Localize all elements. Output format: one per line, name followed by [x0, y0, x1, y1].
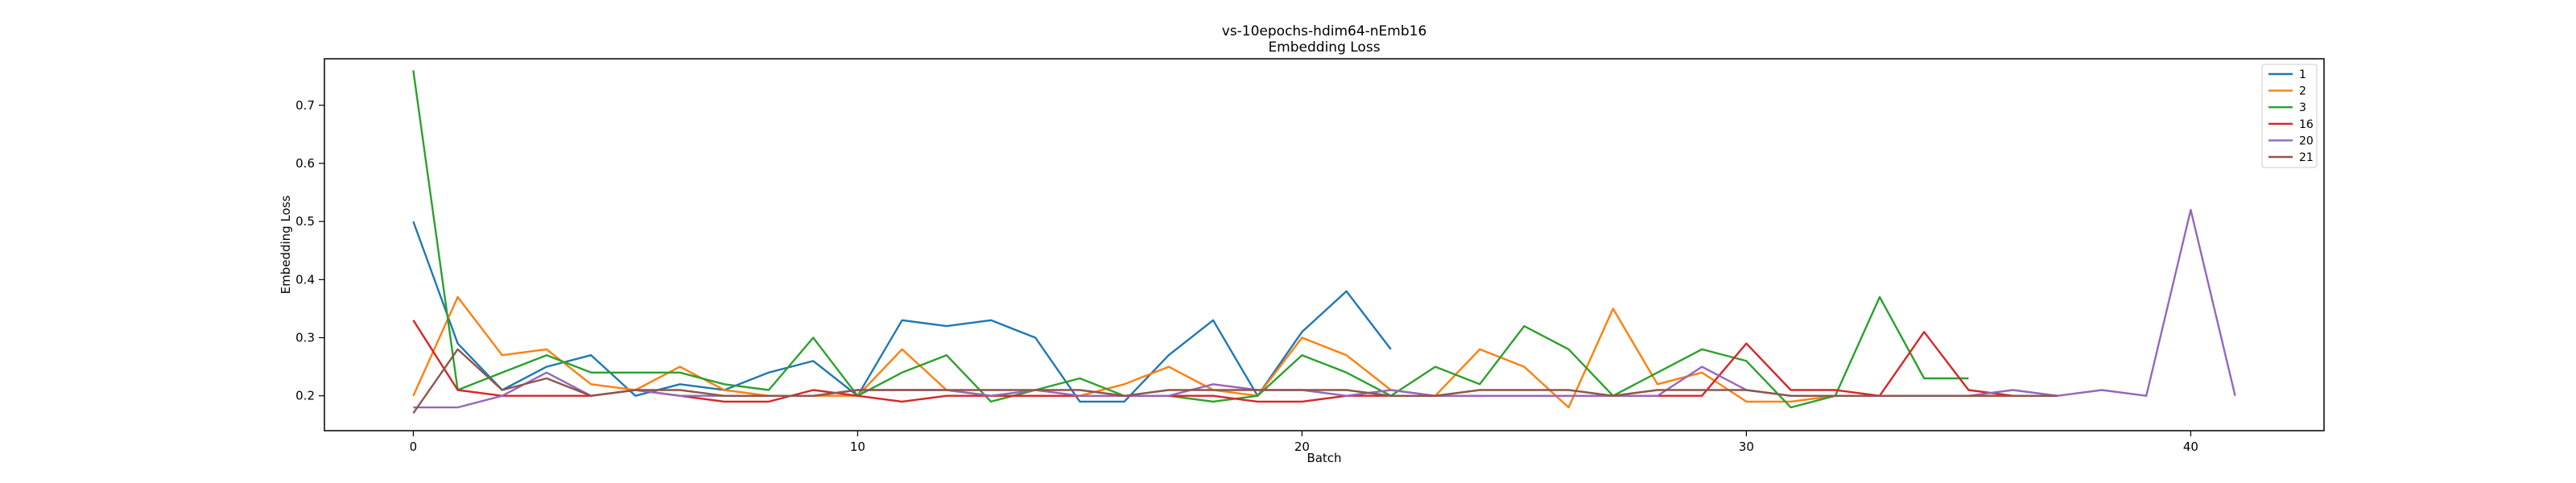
y-tick-label: 0.7	[295, 98, 315, 113]
plot-frame	[324, 58, 2325, 431]
series-line-21	[412, 348, 2058, 414]
x-axis-label: Batch	[1307, 451, 1341, 465]
legend-entries: 1 2 3 16 20 21	[2268, 68, 2314, 164]
x-tick-label: 20	[1294, 440, 1310, 454]
y-tick-label: 0.5	[295, 214, 315, 229]
series-lines	[412, 70, 2236, 414]
x-tick-label: 30	[1739, 440, 1754, 454]
y-tick-label: 0.2	[295, 389, 315, 403]
x-axis: 0 10 20 30 40	[410, 431, 2198, 454]
chart-title: vs-10epochs-hdim64-nEmb16	[1222, 23, 1427, 39]
series-line-3	[412, 70, 1969, 409]
chart-subtitle: Embedding Loss	[1268, 39, 1380, 56]
series-line-2	[412, 295, 2058, 409]
series-line-1	[412, 221, 1392, 403]
legend-label-21: 21	[2299, 151, 2314, 164]
legend-label-16: 16	[2299, 118, 2314, 131]
y-tick-label: 0.6	[295, 156, 315, 171]
x-tick-label: 40	[2183, 440, 2198, 454]
x-tick-label: 10	[850, 440, 865, 454]
y-tick-label: 0.4	[295, 272, 315, 287]
legend-label-3: 3	[2299, 101, 2306, 114]
y-axis-label: Embedding Loss	[279, 195, 293, 294]
legend-label-1: 1	[2299, 68, 2306, 81]
y-tick-label: 0.3	[295, 331, 315, 345]
legend-label-2: 2	[2299, 85, 2306, 98]
legend-label-20: 20	[2299, 134, 2314, 147]
x-tick-label: 0	[410, 440, 418, 454]
y-axis: 0.2 0.3 0.4 0.5 0.6 0.7	[295, 98, 324, 403]
legend: 1 2 3 16 20 21	[2261, 64, 2318, 168]
